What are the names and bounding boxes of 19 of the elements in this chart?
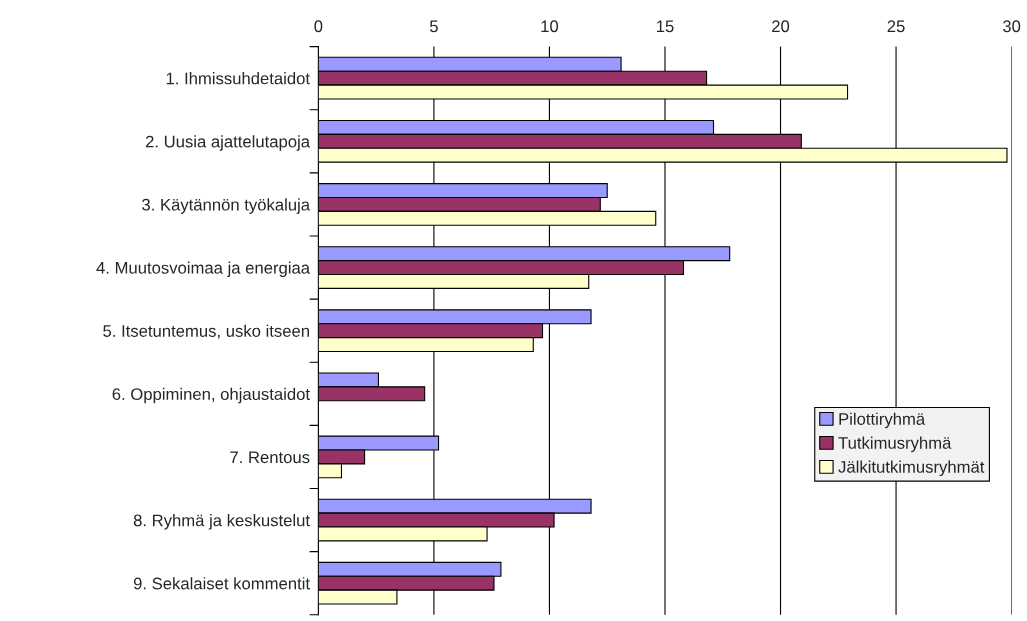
legend-label: Pilottiryhmä: [839, 412, 926, 429]
x-tick-label: 0: [314, 20, 323, 33]
x-tick-label: 25: [887, 20, 905, 33]
y-tick-label: 3. Käytännön työkaluja: [142, 198, 311, 214]
y-tick-label: 4. Muutosvoimaa ja energiaa: [96, 261, 311, 278]
x-tick-label: 30: [1002, 20, 1021, 33]
x-tick-label: 5: [429, 20, 438, 33]
legend-label: Tutkimusryhmä: [838, 436, 952, 453]
y-tick-label: 1. Ihmissuhdetaidot: [166, 72, 310, 85]
y-tick-label: 9. Sekalaiset kommentit: [133, 577, 310, 590]
y-tick-label: 6. Oppiminen, ohjaustaidot: [112, 387, 310, 404]
y-tick-label: 7. Rentous: [230, 451, 310, 464]
y-tick-label: 8. Ryhmä ja keskustelut: [133, 514, 310, 530]
legend-label: Jälkitutkimusryhmät: [838, 460, 985, 477]
x-tick-label: 20: [772, 20, 790, 33]
y-tick-label: 2. Uusia ajattelutapoja: [145, 135, 311, 151]
x-tick-label: 10: [541, 20, 559, 33]
y-tick-label: 5. Itsetuntemus, usko itseen: [103, 324, 309, 339]
x-tick-label: 15: [656, 20, 674, 33]
